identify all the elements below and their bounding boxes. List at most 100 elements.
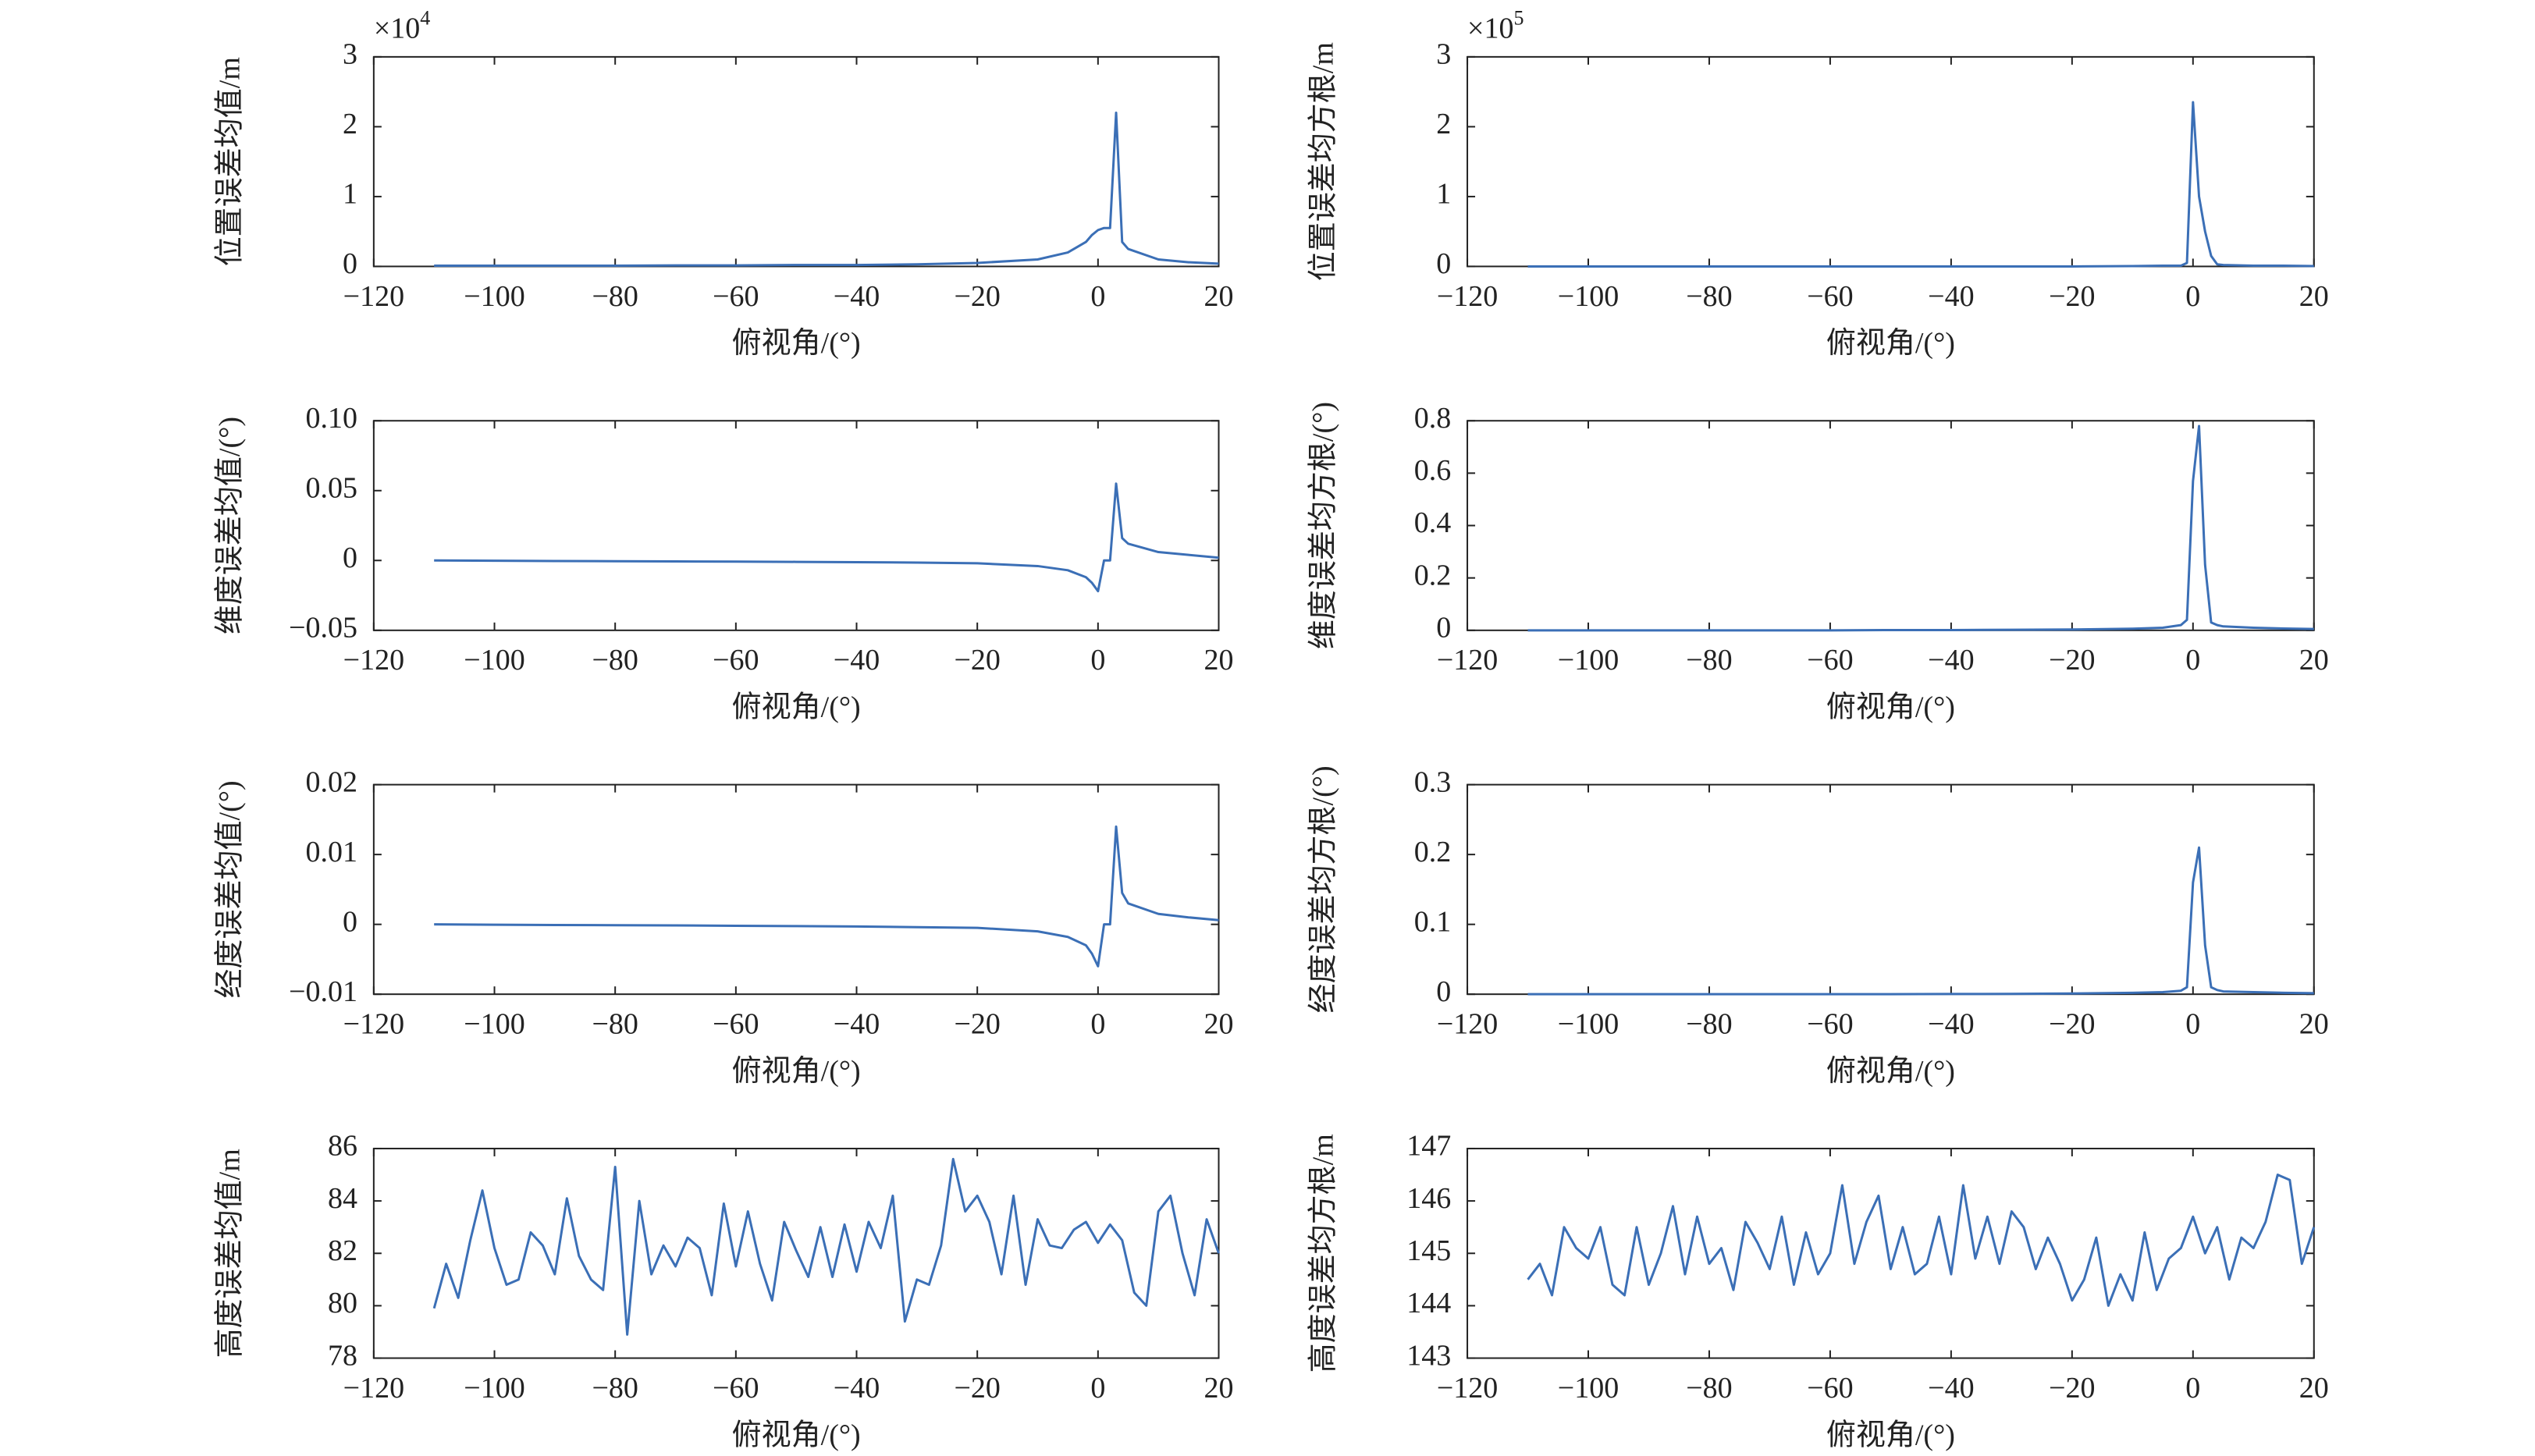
x-tick-label: 0 [2185,1008,2200,1041]
x-tick-label: 0 [2185,280,2200,313]
y-tick-label: 0.2 [1414,836,1452,868]
subplot: −120 −100 −80 −60 −40 −20 0 20 0 1 2 3 俯视角/(°) 位置误差均方… [1307,7,2329,360]
y-axis-label: 位置误差均值/m [213,57,246,266]
y-tick-label: 1 [1436,178,1451,211]
y-tick-label: 0.4 [1414,506,1452,539]
x-tick-label: −120 [1437,280,1498,313]
x-tick-label: −20 [954,1008,1000,1041]
subplot: −120 −100 −80 −60 −40 −20 0 20 0 0.1 0.2 0.3 俯视角/(°)… [1307,765,2329,1088]
subplot: −120 −100 −80 −60 −40 −20 0 20 −0.05 0 0.05 0.10 俯视角… [213,402,1233,724]
y-scale-label: ×105 [1467,7,1523,45]
y-tick-label: 0.01 [306,836,358,868]
data-line [432,1157,1220,1336]
x-tick-label: −100 [464,1008,524,1041]
x-tick-label: 20 [1204,1372,1234,1405]
y-axis-label: 经度误差均值/(°) [213,780,246,998]
x-tick-label: −120 [343,1372,404,1405]
y-tick-label: 0 [1436,247,1451,280]
data-line [1527,424,2314,632]
data-line [434,111,1219,268]
x-tick-label: −100 [1558,1008,1619,1041]
data-line [1527,846,2314,996]
y-axis-label: 高度误差均方根/m [1307,1134,1340,1373]
y-scale-label: ×104 [374,7,430,45]
y-tick-label: 3 [343,38,357,71]
data-line [434,482,1219,593]
y-tick-label: 80 [328,1287,357,1319]
x-tick-label: −80 [592,1372,638,1405]
x-tick-label: −20 [954,280,1000,313]
y-tick-label: 0 [343,905,357,938]
x-tick-label: −20 [2049,1008,2095,1041]
x-tick-label: −80 [592,280,638,313]
x-tick-label: −80 [1686,644,1732,677]
axes-frame [1467,783,2315,996]
x-tick-label: −20 [2049,280,2095,313]
x-tick-label: 0 [1090,1372,1105,1405]
x-tick-label: 0 [2185,1372,2200,1405]
y-tick-label: 0 [1436,612,1451,645]
x-axis-label: 俯视角/(°) [1826,1419,1955,1451]
y-scale-base: ×10 [374,12,420,44]
y-scale-exponent: 4 [420,7,430,30]
x-tick-label: −80 [592,644,638,677]
x-tick-label: −100 [464,280,524,313]
y-tick-label: 1 [343,178,357,211]
y-tick-label: 78 [328,1339,357,1372]
x-tick-label: 20 [2299,280,2329,313]
x-tick-label: −40 [1928,644,1974,677]
x-tick-label: 0 [1090,1008,1105,1041]
x-axis-label: 俯视角/(°) [1826,1055,1955,1088]
y-tick-label: −0.05 [289,612,357,645]
y-scale-base: ×10 [1467,12,1513,44]
x-tick-label: 20 [2299,1008,2329,1041]
x-tick-label: 20 [1204,1008,1234,1041]
x-tick-label: −60 [1807,1008,1853,1041]
y-tick-label: 145 [1406,1234,1451,1267]
x-tick-label: 0 [2185,644,2200,677]
x-tick-label: −100 [1558,1372,1619,1405]
y-axis-label: 维度误差均方根/(°) [1307,402,1340,649]
x-axis-label: 俯视角/(°) [732,691,861,724]
x-tick-label: −60 [713,1372,759,1405]
x-tick-label: 20 [2299,644,2329,677]
x-tick-label: −100 [1558,644,1619,677]
subplot: −120 −100 −80 −60 −40 −20 0 20 0 1 2 3 俯视角/(°) 位置误差均值… [213,7,1233,360]
x-tick-label: −80 [1686,1372,1732,1405]
x-tick-label: −40 [834,280,880,313]
y-axis-label: 维度误差均值/(°) [213,417,246,634]
y-tick-label: 0.6 [1414,454,1452,487]
x-tick-label: −100 [464,644,524,677]
x-tick-label: 20 [1204,644,1234,677]
x-tick-label: 20 [2299,1372,2329,1405]
x-tick-label: −120 [343,1008,404,1041]
x-tick-label: −40 [834,1008,880,1041]
y-tick-label: −0.01 [289,975,357,1008]
y-tick-label: 2 [1436,108,1451,140]
x-tick-label: −40 [834,644,880,677]
subplot: −120 −100 −80 −60 −40 −20 0 20 143 144 145 146 147 俯视… [1307,1130,2329,1452]
x-axis-label: 俯视角/(°) [1826,691,1955,724]
y-tick-label: 146 [1406,1182,1451,1215]
y-tick-label: 0.2 [1414,559,1452,591]
y-tick-label: 0 [343,247,357,280]
y-axis-label: 高度误差均值/m [213,1149,246,1358]
data-line [1527,101,2314,268]
x-axis-label: 俯视角/(°) [732,327,861,360]
x-tick-label: −120 [343,280,404,313]
y-tick-label: 0 [343,542,357,574]
x-tick-label: −20 [954,1372,1000,1405]
data-line [1527,1174,2316,1307]
x-tick-label: −60 [1807,280,1853,313]
y-tick-label: 143 [1406,1339,1451,1372]
x-tick-label: −60 [1807,1372,1853,1405]
x-tick-label: −40 [834,1372,880,1405]
x-tick-label: −60 [1807,644,1853,677]
x-tick-label: −60 [713,1008,759,1041]
y-tick-label: 0 [1436,975,1451,1008]
x-axis-label: 俯视角/(°) [732,1055,861,1088]
y-tick-label: 3 [1436,38,1451,71]
subplot: −120 −100 −80 −60 −40 −20 0 20 78 80 82 84 86 俯视角/(°)… [213,1130,1233,1452]
y-tick-label: 0.3 [1414,765,1452,798]
x-tick-label: −80 [1686,280,1732,313]
